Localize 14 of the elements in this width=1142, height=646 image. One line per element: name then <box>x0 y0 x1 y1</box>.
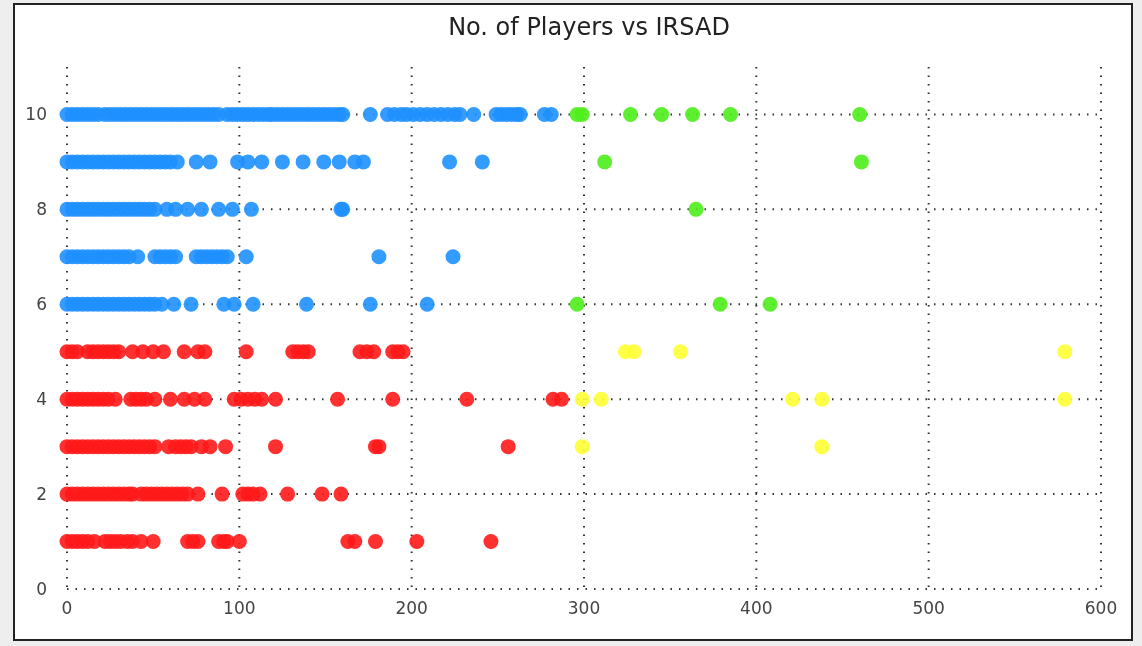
x-tick-label: 100 <box>223 598 256 618</box>
y-tick-label: 0 <box>36 578 47 599</box>
x-tick-label: 200 <box>395 598 428 618</box>
y-tick-label: 6 <box>36 294 47 315</box>
y-tick-label: 8 <box>36 199 47 220</box>
x-tick-label: 400 <box>740 598 773 618</box>
chart-title: No. of Players vs IRSAD <box>448 13 730 41</box>
x-tick-label: 0 <box>61 598 73 618</box>
x-tick-label: 300 <box>567 598 601 618</box>
x-tick-label: 600 <box>1084 598 1118 618</box>
x-tick-label: 500 <box>912 598 945 618</box>
y-tick-label: 4 <box>36 389 47 410</box>
y-tick-label: 10 <box>25 104 47 125</box>
y-tick-label: 2 <box>36 484 47 505</box>
